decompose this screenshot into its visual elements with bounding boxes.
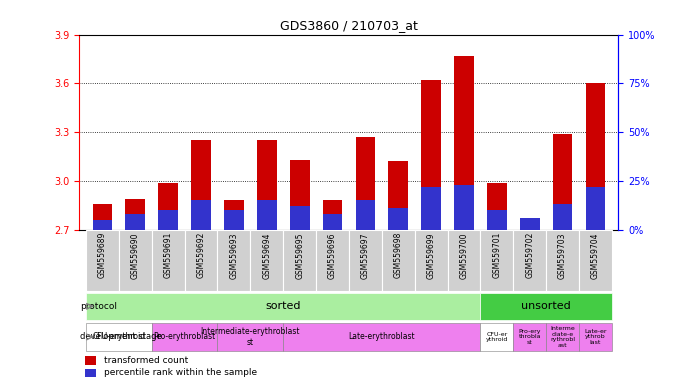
Text: GSM559697: GSM559697 xyxy=(361,232,370,279)
Bar xyxy=(93,220,113,230)
Bar xyxy=(349,230,382,291)
Text: CFU-er
ythroid: CFU-er ythroid xyxy=(486,331,508,343)
Bar xyxy=(553,204,572,230)
Bar xyxy=(290,160,310,230)
Bar xyxy=(520,218,540,230)
Text: GSM559702: GSM559702 xyxy=(525,232,534,278)
Text: GSM559691: GSM559691 xyxy=(164,232,173,278)
Text: unsorted: unsorted xyxy=(521,301,571,311)
Text: GSM559694: GSM559694 xyxy=(263,232,272,279)
Bar xyxy=(520,222,540,230)
Bar xyxy=(224,210,244,230)
Text: GSM559699: GSM559699 xyxy=(426,232,435,279)
Bar xyxy=(513,323,546,351)
Text: GSM559701: GSM559701 xyxy=(493,232,502,278)
Bar xyxy=(323,200,342,230)
Text: Pro-ery
throbla
st: Pro-ery throbla st xyxy=(518,329,541,345)
Bar xyxy=(585,187,605,230)
Text: Late-er
ythrob
last: Late-er ythrob last xyxy=(584,329,607,345)
Text: GSM559703: GSM559703 xyxy=(558,232,567,279)
Text: GSM559700: GSM559700 xyxy=(460,232,468,279)
Bar xyxy=(257,200,276,230)
Text: GSM559696: GSM559696 xyxy=(328,232,337,279)
Bar xyxy=(553,134,572,230)
Bar xyxy=(454,56,474,230)
Bar xyxy=(126,199,145,230)
Text: GSM559695: GSM559695 xyxy=(295,232,304,279)
Bar xyxy=(513,230,546,291)
Bar xyxy=(448,230,480,291)
Bar xyxy=(579,230,612,291)
Bar xyxy=(93,204,113,230)
Bar xyxy=(191,140,211,230)
Bar xyxy=(388,208,408,230)
Text: protocol: protocol xyxy=(80,302,117,311)
Bar xyxy=(158,182,178,230)
Text: GSM559693: GSM559693 xyxy=(229,232,238,279)
Text: sorted: sorted xyxy=(265,301,301,311)
Bar xyxy=(283,230,316,291)
Bar xyxy=(382,230,415,291)
Bar xyxy=(546,323,579,351)
Text: CFU-erythroid: CFU-erythroid xyxy=(93,333,146,341)
Bar xyxy=(85,356,95,365)
Bar xyxy=(224,200,244,230)
Text: Late-erythroblast: Late-erythroblast xyxy=(348,333,415,341)
Bar xyxy=(546,230,579,291)
Bar xyxy=(126,214,145,230)
Text: Interme
diate-e
rythrobl
ast: Interme diate-e rythrobl ast xyxy=(550,326,575,348)
Bar xyxy=(388,161,408,230)
Bar xyxy=(356,200,375,230)
Text: GSM559704: GSM559704 xyxy=(591,232,600,279)
Bar xyxy=(218,323,283,351)
Text: Pro-erythroblast: Pro-erythroblast xyxy=(153,333,216,341)
Title: GDS3860 / 210703_at: GDS3860 / 210703_at xyxy=(280,19,418,32)
Bar xyxy=(283,323,480,351)
Bar xyxy=(184,230,218,291)
Text: GSM559692: GSM559692 xyxy=(196,232,205,278)
Text: percentile rank within the sample: percentile rank within the sample xyxy=(104,368,257,377)
Bar xyxy=(191,200,211,230)
Bar xyxy=(415,230,448,291)
Bar xyxy=(480,230,513,291)
Bar xyxy=(585,83,605,230)
Bar xyxy=(480,323,513,351)
Bar xyxy=(152,323,218,351)
Bar xyxy=(250,230,283,291)
Bar xyxy=(158,210,178,230)
Bar xyxy=(218,230,250,291)
Text: development stage: development stage xyxy=(80,333,162,341)
Bar xyxy=(454,185,474,230)
Bar xyxy=(85,369,95,377)
Bar xyxy=(323,214,342,230)
Bar xyxy=(316,230,349,291)
Bar xyxy=(579,323,612,351)
Bar xyxy=(86,293,480,320)
Bar xyxy=(356,137,375,230)
Bar xyxy=(487,210,507,230)
Text: transformed count: transformed count xyxy=(104,356,188,364)
Bar xyxy=(487,182,507,230)
Bar xyxy=(86,323,152,351)
Bar xyxy=(86,230,119,291)
Text: Intermediate-erythroblast
st: Intermediate-erythroblast st xyxy=(200,327,300,347)
Bar xyxy=(290,206,310,230)
Text: GSM559689: GSM559689 xyxy=(98,232,107,278)
Bar xyxy=(119,230,152,291)
Text: GSM559698: GSM559698 xyxy=(394,232,403,278)
Text: GSM559690: GSM559690 xyxy=(131,232,140,279)
Bar xyxy=(480,293,612,320)
Bar xyxy=(152,230,184,291)
Bar xyxy=(422,80,441,230)
Bar xyxy=(422,187,441,230)
Bar xyxy=(257,140,276,230)
